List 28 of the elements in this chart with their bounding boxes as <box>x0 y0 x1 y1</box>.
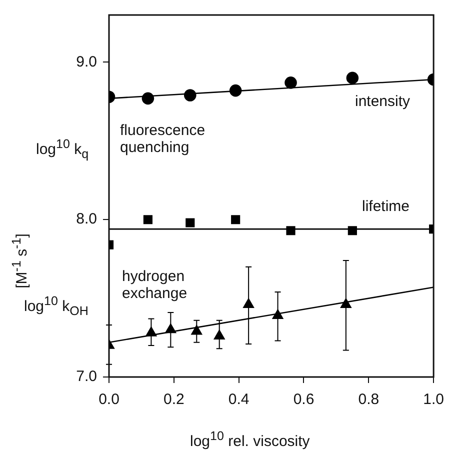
annotation: fluorescence quenching <box>120 122 206 156</box>
point <box>186 218 195 228</box>
text: log$^{10}$ k$_{q}$ <box>36 136 89 163</box>
point <box>346 72 359 84</box>
point <box>231 215 240 224</box>
point <box>142 92 154 105</box>
y-tick-label: 9.0 <box>76 53 97 70</box>
point <box>191 325 202 335</box>
x-tick-label: 1.0 <box>423 391 444 408</box>
y-tick-label: 8.0 <box>76 210 97 228</box>
series-label: hydrogen exchange <box>122 268 188 302</box>
point <box>284 76 297 89</box>
series-label: intensity <box>355 93 410 110</box>
x-tick-label: 0.2 <box>163 391 184 408</box>
x-tick-label: 0.4 <box>228 391 250 408</box>
point <box>143 215 152 224</box>
text: log$^{10}$ k$_{OH}$ <box>24 293 88 320</box>
series-label: lifetime <box>362 198 410 215</box>
point <box>348 226 357 236</box>
point <box>286 226 296 236</box>
y-tick-label: 7.0 <box>76 368 97 386</box>
x-tick-label: 0.8 <box>358 391 380 408</box>
point <box>229 84 242 97</box>
point <box>184 89 196 102</box>
x-axis-title: log$^{10}$ rel. viscosity <box>190 428 310 450</box>
x-tick-label: 0.6 <box>293 391 314 408</box>
x-tick-label: 0.0 <box>98 391 120 408</box>
point <box>146 326 157 336</box>
